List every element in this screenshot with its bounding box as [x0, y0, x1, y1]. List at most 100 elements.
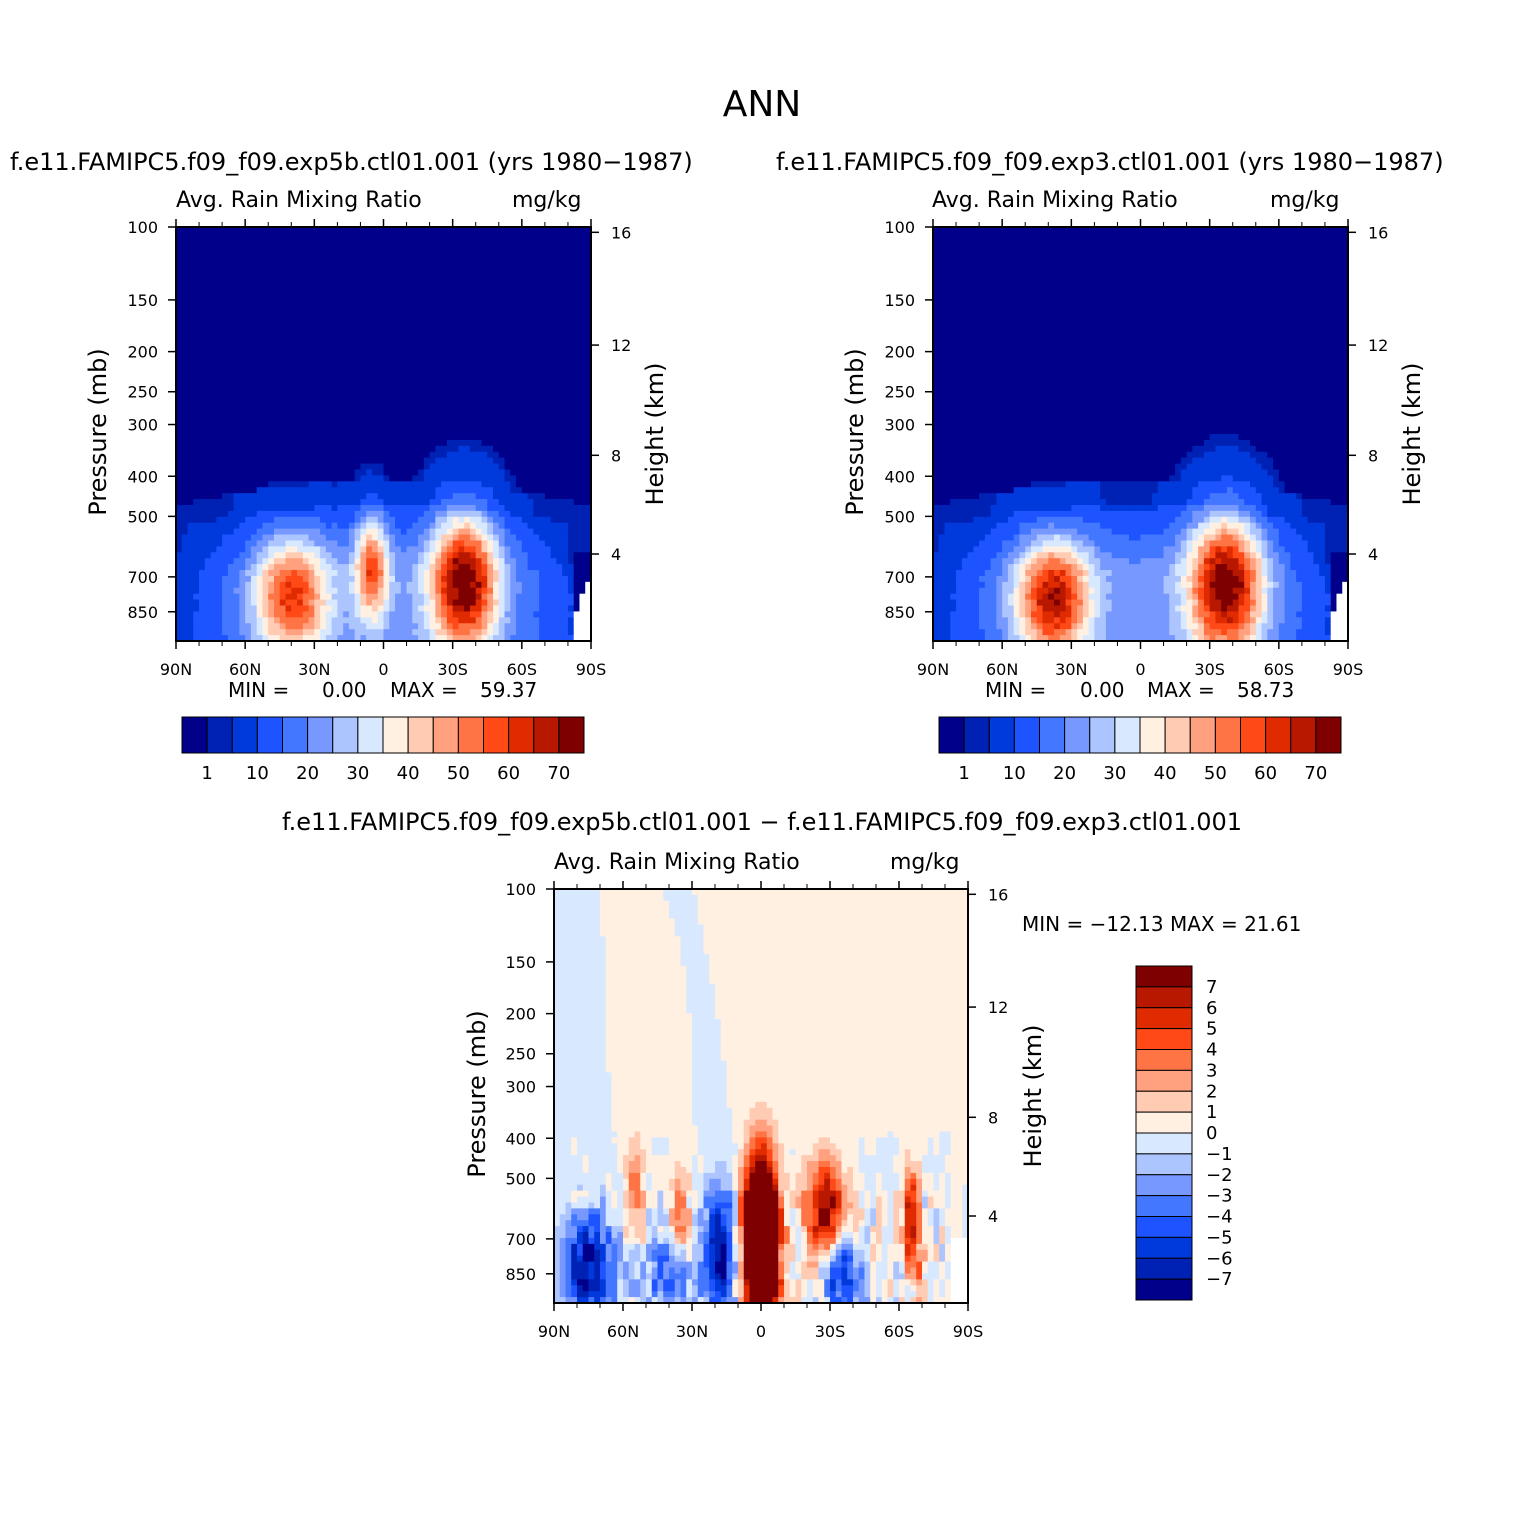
heatmap-cell: [193, 504, 200, 512]
heatmap-cell: [441, 593, 448, 601]
heatmap-cell: [204, 244, 212, 252]
heatmap-cell: [216, 528, 223, 536]
heatmap-cell: [354, 528, 362, 536]
heatmap-cell: [291, 410, 298, 417]
heatmap-cell: [556, 292, 563, 299]
heatmap-cell: [429, 617, 436, 624]
heatmap-cell: [498, 599, 506, 607]
heatmap-cell: [262, 392, 269, 400]
heatmap-cell: [354, 581, 362, 589]
heatmap-cell: [452, 540, 460, 547]
heatmap-cell: [210, 333, 217, 340]
heatmap-cell: [383, 522, 390, 530]
heatmap-cell: [516, 522, 523, 530]
heatmap-cell: [469, 280, 477, 287]
heatmap-cell: [481, 250, 488, 258]
heatmap-cell: [493, 262, 500, 269]
heatmap-cell: [452, 593, 460, 601]
heatmap-cell: [556, 244, 563, 252]
heatmap-cell: [469, 599, 477, 607]
heatmap-cell: [516, 256, 523, 264]
heatmap-cell: [216, 357, 223, 364]
heatmap-cell: [406, 493, 413, 500]
heatmap-cell: [567, 232, 575, 240]
heatmap-cell: [331, 327, 338, 335]
heatmap-cell: [481, 280, 488, 287]
heatmap-cell: [331, 280, 338, 287]
heatmap-cell: [481, 357, 488, 364]
heatmap-cell: [354, 357, 362, 364]
heatmap-cell: [458, 457, 465, 465]
heatmap-cell: [302, 516, 310, 524]
heatmap-cell: [429, 268, 436, 275]
heatmap-cell: [516, 617, 523, 624]
heatmap-cell: [371, 238, 379, 246]
heatmap-cell: [256, 327, 264, 335]
heatmap-cell: [360, 581, 367, 589]
heatmap-cell: [406, 404, 413, 411]
heatmap-cell: [469, 635, 477, 642]
heatmap-cell: [199, 280, 206, 287]
heatmap-cell: [371, 363, 379, 370]
heatmap-cell: [337, 227, 344, 234]
heatmap-cell: [527, 522, 534, 530]
heatmap-cell: [262, 445, 269, 453]
heatmap-cell: [429, 629, 436, 636]
heatmap-cell: [550, 339, 558, 346]
heatmap-cell: [539, 534, 546, 542]
heatmap-cell: [464, 368, 471, 376]
heatmap-cell: [187, 315, 194, 323]
heatmap-cell: [360, 534, 367, 542]
heatmap-cell: [452, 297, 460, 305]
heatmap-cell: [239, 575, 246, 583]
heatmap-cell: [176, 475, 183, 482]
heatmap-cell: [308, 244, 315, 252]
heatmap-cell: [193, 392, 200, 400]
heatmap-cell: [527, 380, 534, 388]
heatmap-cell: [262, 227, 269, 234]
heatmap-cell: [383, 493, 390, 500]
heatmap-cell: [562, 434, 569, 441]
heatmap-cell: [487, 292, 494, 299]
heatmap-cell: [262, 581, 269, 589]
heatmap-cell: [481, 404, 488, 411]
heatmap-cell: [181, 593, 189, 601]
heatmap-cell: [245, 416, 252, 423]
heatmap-cell: [469, 552, 477, 559]
heatmap-cell: [464, 469, 471, 476]
heatmap-cell: [475, 256, 483, 264]
heatmap-cell: [377, 552, 385, 559]
heatmap-cell: [573, 327, 581, 335]
heatmap-cell: [308, 552, 315, 559]
heatmap-cell: [268, 428, 275, 435]
heatmap-cell: [423, 280, 431, 287]
heatmap-cell: [245, 398, 252, 406]
heatmap-cell: [504, 629, 511, 636]
heatmap-cell: [343, 303, 350, 311]
heatmap-cell: [314, 368, 321, 376]
heatmap-cell: [487, 404, 494, 411]
heatmap-cell: [366, 481, 373, 488]
heatmap-cell: [493, 481, 500, 488]
heatmap-cell: [539, 333, 546, 340]
heatmap-cell: [573, 516, 581, 524]
heatmap-cell: [216, 445, 223, 453]
heatmap-cell: [331, 297, 338, 305]
heatmap-cell: [239, 629, 246, 636]
heatmap-cell: [193, 487, 200, 494]
heatmap-cell: [245, 410, 252, 417]
heatmap-cell: [193, 540, 200, 547]
heatmap-cell: [273, 605, 281, 613]
heatmap-cell: [429, 357, 436, 364]
heatmap-cell: [493, 611, 500, 618]
heatmap-cell: [452, 232, 460, 240]
heatmap-cell: [516, 629, 523, 636]
heatmap-cell: [279, 297, 287, 305]
heatmap-cell: [348, 617, 356, 624]
heatmap-cell: [452, 629, 460, 636]
heatmap-cell: [268, 321, 275, 329]
heatmap-cell: [446, 611, 454, 618]
heatmap-cell: [279, 386, 287, 394]
heatmap-cell: [423, 635, 431, 642]
heatmap-cell: [337, 504, 344, 512]
